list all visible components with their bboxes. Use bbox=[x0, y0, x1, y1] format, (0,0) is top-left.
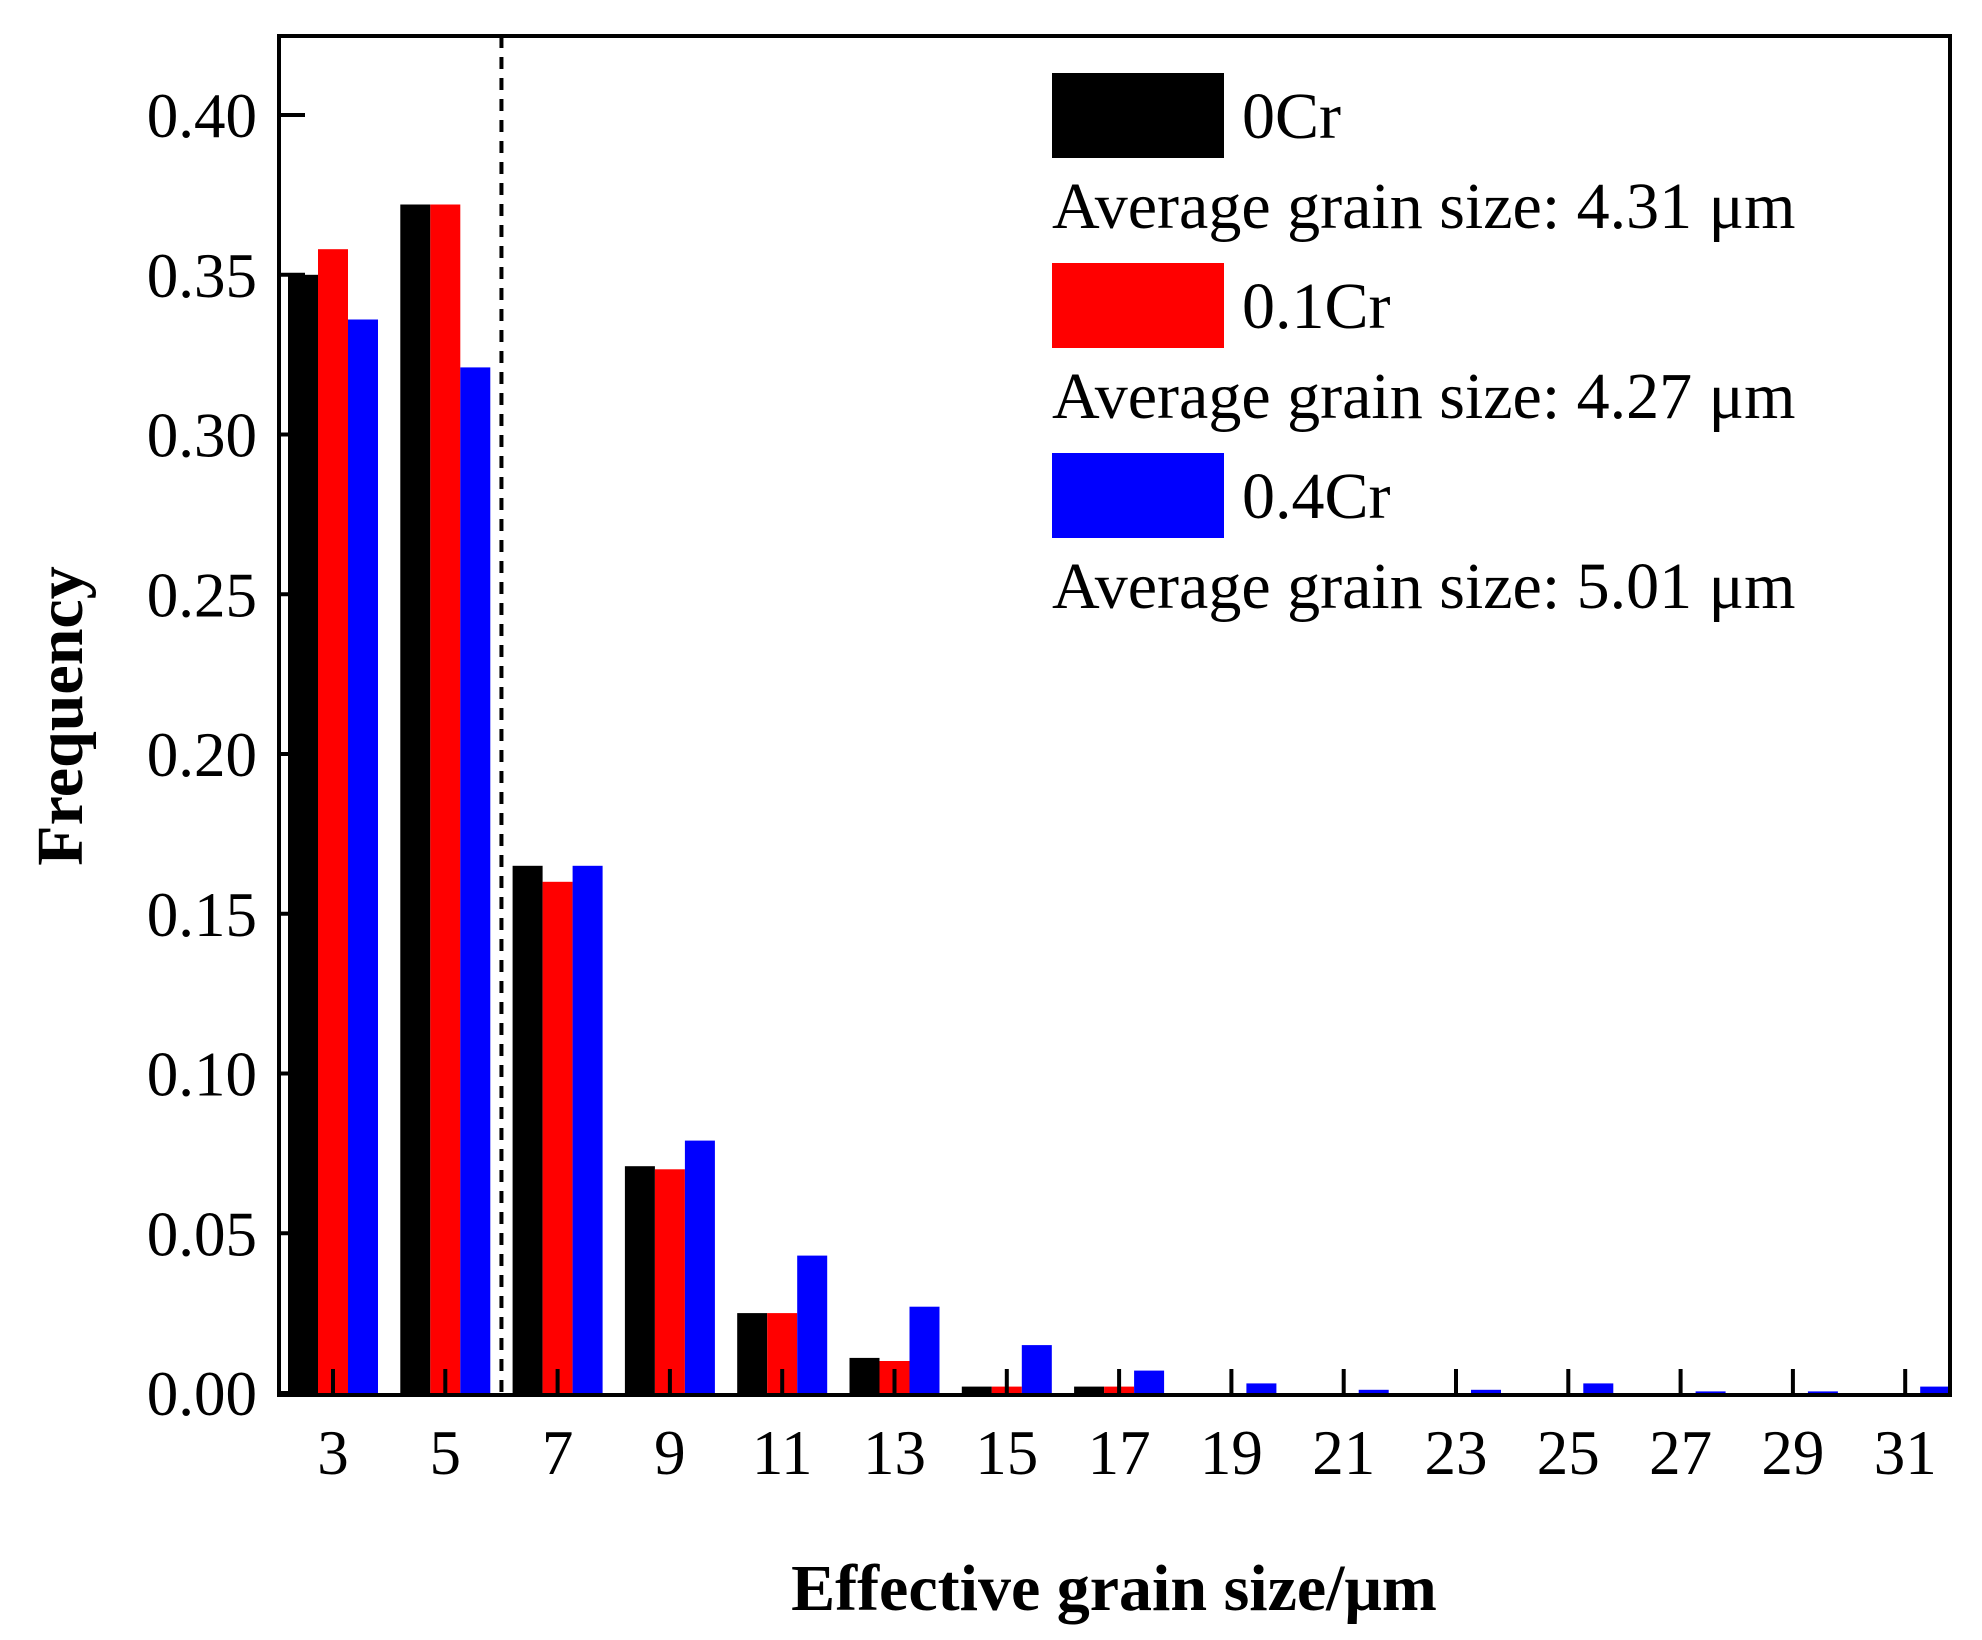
x-tick-label-13: 13 bbox=[863, 1418, 926, 1488]
y-tick-label-0.10: 0.10 bbox=[147, 1040, 257, 1110]
bar-0Cr-7 bbox=[512, 865, 543, 1393]
legend-swatch-01Cr bbox=[1052, 263, 1224, 348]
x-tick-label-29: 29 bbox=[1761, 1418, 1824, 1488]
bar-01Cr-7 bbox=[542, 881, 573, 1393]
x-tick-label-21: 21 bbox=[1312, 1418, 1375, 1488]
y-tick-label-0.40: 0.40 bbox=[147, 81, 257, 151]
bar-04Cr-21 bbox=[1358, 1389, 1389, 1393]
legend: 0Cr Average grain size: 4.31 μm 0.1Cr Avera… bbox=[1052, 73, 1795, 623]
x-tick-label-11: 11 bbox=[752, 1418, 813, 1488]
legend-label-01Cr: 0.1Cr bbox=[1242, 270, 1391, 343]
bar-04Cr-9 bbox=[684, 1140, 715, 1393]
legend-label-0Cr: 0Cr bbox=[1242, 80, 1341, 153]
bars-group bbox=[288, 204, 1951, 1394]
legend-swatch-04Cr bbox=[1052, 453, 1224, 538]
bar-01Cr-5 bbox=[430, 204, 461, 1393]
legend-swatch-0Cr bbox=[1052, 73, 1224, 158]
bar-04Cr-5 bbox=[460, 367, 491, 1393]
x-tick-label-27: 27 bbox=[1649, 1418, 1712, 1488]
plot-frame bbox=[277, 34, 1952, 1397]
bar-04Cr-31 bbox=[1920, 1386, 1951, 1393]
x-tick-label-17: 17 bbox=[1088, 1418, 1151, 1488]
x-tick-label-3: 3 bbox=[317, 1418, 349, 1488]
y-tick-label-0.00: 0.00 bbox=[147, 1359, 257, 1429]
y-tick-label-0.05: 0.05 bbox=[147, 1199, 257, 1269]
bar-01Cr-3 bbox=[318, 249, 348, 1394]
x-tick-label-5: 5 bbox=[430, 1418, 462, 1488]
bar-04Cr-25 bbox=[1583, 1383, 1614, 1393]
legend-average-0Cr: Average grain size: 4.31 μm bbox=[1052, 170, 1795, 243]
x-tick-label-15: 15 bbox=[975, 1418, 1038, 1488]
x-tick-label-31: 31 bbox=[1874, 1418, 1937, 1488]
bar-0Cr-5 bbox=[400, 204, 431, 1393]
legend-average-04Cr: Average grain size: 5.01 μm bbox=[1052, 550, 1795, 623]
bar-0Cr-3 bbox=[288, 274, 318, 1394]
bar-04Cr-13 bbox=[909, 1306, 940, 1393]
bar-0Cr-11 bbox=[737, 1313, 768, 1393]
x-tick-label-25: 25 bbox=[1537, 1418, 1600, 1488]
bar-04Cr-27 bbox=[1695, 1391, 1726, 1393]
legend-label-04Cr: 0.4Cr bbox=[1242, 460, 1391, 533]
legend-average-01Cr: Average grain size: 4.27 μm bbox=[1052, 360, 1795, 433]
ticks-group: 0.00 0.05 0.10 0.15 0.20 0.25 0.30 0.35 0.40 3 5 7 9… bbox=[147, 81, 1937, 1488]
bar-04Cr-29 bbox=[1807, 1391, 1838, 1393]
y-tick-label-0.35: 0.35 bbox=[147, 241, 257, 311]
bar-0Cr-13 bbox=[849, 1357, 880, 1393]
bar-04Cr-11 bbox=[797, 1255, 828, 1393]
bar-04Cr-3 bbox=[348, 319, 378, 1393]
bar-0Cr-15 bbox=[961, 1386, 992, 1393]
y-axis-label: Frequency bbox=[24, 566, 97, 865]
y-tick-label-0.15: 0.15 bbox=[147, 880, 257, 950]
bar-01Cr-9 bbox=[654, 1169, 685, 1393]
x-axis-label: Effective grain size/μm bbox=[791, 1552, 1437, 1625]
y-tick-label-0.30: 0.30 bbox=[147, 401, 257, 471]
y-tick-label-0.20: 0.20 bbox=[147, 720, 257, 790]
bar-04Cr-19 bbox=[1246, 1383, 1277, 1393]
bar-04Cr-17 bbox=[1134, 1370, 1165, 1393]
x-tick-label-19: 19 bbox=[1200, 1418, 1263, 1488]
x-tick-label-7: 7 bbox=[542, 1418, 574, 1488]
bar-0Cr-17 bbox=[1074, 1386, 1105, 1393]
bar-04Cr-15 bbox=[1021, 1345, 1052, 1393]
y-tick-label-0.25: 0.25 bbox=[147, 560, 257, 630]
bar-0Cr-9 bbox=[624, 1166, 655, 1393]
x-tick-label-9: 9 bbox=[654, 1418, 686, 1488]
bar-04Cr-7 bbox=[572, 865, 603, 1393]
x-tick-label-23: 23 bbox=[1425, 1418, 1488, 1488]
bar-04Cr-23 bbox=[1471, 1389, 1501, 1393]
